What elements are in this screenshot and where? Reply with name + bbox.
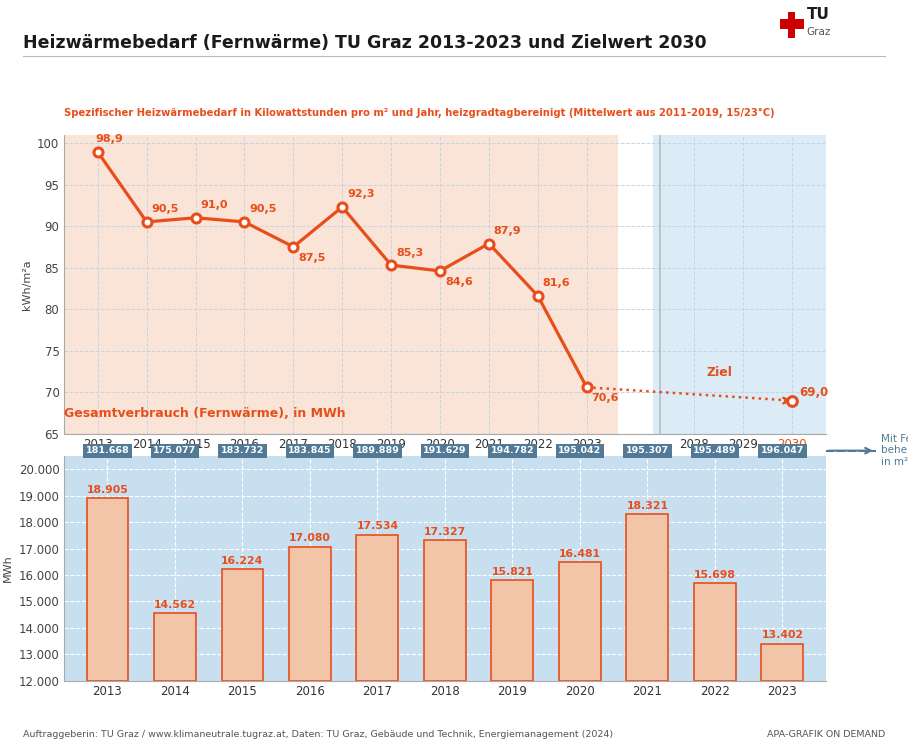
Text: 13.402: 13.402 [761, 631, 804, 640]
Bar [64, 135, 618, 434]
Text: 90,5: 90,5 [250, 204, 277, 215]
Text: 191.629: 191.629 [423, 447, 467, 456]
Text: 98,9: 98,9 [95, 134, 123, 144]
Text: Heizwärmebedarf (Fernwärme) TU Graz 2013-2023 und Zielwert 2030: Heizwärmebedarf (Fernwärme) TU Graz 2013… [23, 34, 706, 52]
Text: 16.224: 16.224 [222, 556, 263, 566]
Text: 16.481: 16.481 [559, 549, 601, 560]
Text: 196.047: 196.047 [761, 447, 804, 456]
Bar [491, 580, 533, 681]
Y-axis label: MWh: MWh [3, 554, 13, 583]
Text: 14.562: 14.562 [153, 600, 196, 610]
Text: 17.327: 17.327 [424, 527, 466, 537]
Text: 181.668: 181.668 [85, 447, 129, 456]
Bar [762, 644, 804, 681]
Bar [222, 569, 263, 681]
Text: Ziel: Ziel [706, 366, 733, 378]
Y-axis label: kWh/m²a: kWh/m²a [22, 259, 32, 310]
Bar [559, 562, 601, 681]
Bar [788, 12, 794, 37]
Text: TU: TU [807, 7, 830, 22]
Bar [653, 135, 826, 434]
Text: 183.845: 183.845 [288, 447, 331, 456]
Text: 195.489: 195.489 [693, 447, 736, 456]
Text: 195.307: 195.307 [626, 447, 669, 456]
Text: 15.821: 15.821 [491, 567, 533, 577]
Text: 194.782: 194.782 [490, 447, 534, 456]
Text: 85,3: 85,3 [396, 248, 423, 257]
Text: 81,6: 81,6 [543, 278, 570, 289]
Text: 183.732: 183.732 [221, 447, 264, 456]
Bar [627, 514, 668, 681]
Text: 69,0: 69,0 [799, 387, 829, 399]
Text: 90,5: 90,5 [152, 204, 179, 215]
Text: 15.698: 15.698 [694, 570, 735, 580]
Text: Mit Fernwärme
beheizte Fläche
in m²: Mit Fernwärme beheizte Fläche in m² [881, 434, 908, 467]
Text: 18.905: 18.905 [86, 485, 128, 495]
Text: 70,6: 70,6 [592, 393, 619, 403]
Text: Gesamtverbrauch (Fernwärme), in MWh: Gesamtverbrauch (Fernwärme), in MWh [64, 408, 345, 420]
Text: 87,5: 87,5 [298, 253, 326, 263]
Text: Graz: Graz [807, 27, 831, 37]
Bar [86, 498, 128, 681]
Text: Spezifischer Heizwärmebedarf in Kilowattstunden pro m² und Jahr, heizgradtagbere: Spezifischer Heizwärmebedarf in Kilowatt… [64, 108, 775, 118]
Text: 17.080: 17.080 [289, 533, 331, 543]
Text: 189.889: 189.889 [356, 447, 400, 456]
Text: 92,3: 92,3 [347, 189, 375, 200]
Bar [694, 583, 735, 681]
Bar [154, 613, 196, 681]
Text: 175.077: 175.077 [153, 447, 196, 456]
Text: Auftraggeberin: TU Graz / www.klimaneutrale.tugraz.at, Daten: TU Graz, Gebäude u: Auftraggeberin: TU Graz / www.klimaneutr… [23, 730, 613, 739]
Text: APA-GRAFIK ON DEMAND: APA-GRAFIK ON DEMAND [767, 730, 885, 739]
Bar [424, 540, 466, 681]
Bar [780, 19, 804, 28]
Text: 18.321: 18.321 [627, 500, 668, 511]
Bar [289, 547, 331, 681]
Text: 87,9: 87,9 [494, 226, 521, 236]
Text: 17.534: 17.534 [356, 521, 399, 531]
Text: 195.042: 195.042 [558, 447, 601, 456]
Text: 84,6: 84,6 [445, 277, 473, 286]
Text: 91,0: 91,0 [201, 200, 228, 210]
Bar [357, 535, 399, 681]
